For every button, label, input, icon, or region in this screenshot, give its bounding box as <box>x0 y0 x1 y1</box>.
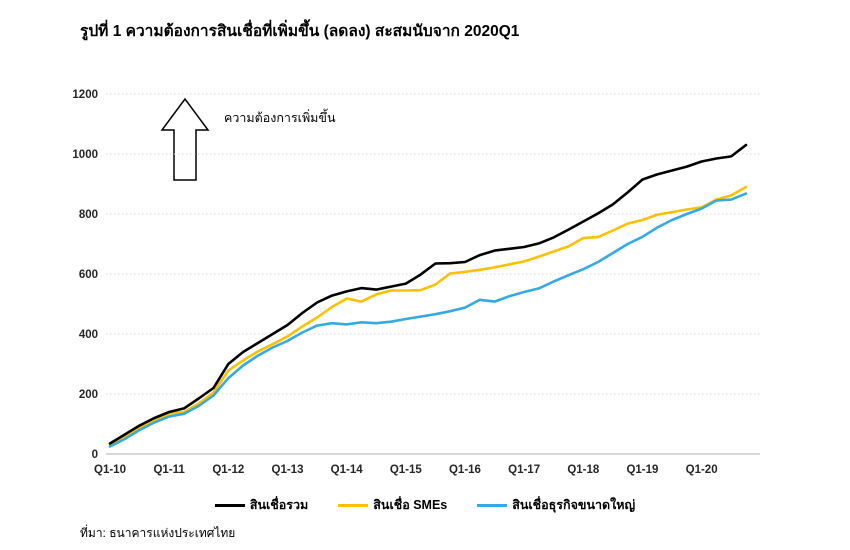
x-tick-label: Q1-17 <box>508 464 540 476</box>
y-tick-label: 1200 <box>72 89 98 101</box>
legend-line-swatch <box>338 503 369 507</box>
legend-item-0: สินเชื่อรวม <box>214 495 309 515</box>
legend-label: สินเชื่อรวม <box>249 498 309 512</box>
legend-item-2: สินเชื่อธุรกิจขนาดใหญ่ <box>477 495 635 515</box>
legend-line-swatch <box>477 503 508 507</box>
x-tick-label: Q1-20 <box>686 464 718 476</box>
x-tick-label: Q1-15 <box>390 464 423 476</box>
increase-annotation-text: ความต้องการเพิ่มขึ้น <box>224 111 336 125</box>
x-tick-label: Q1-16 <box>449 464 481 476</box>
x-tick-label: Q1-19 <box>626 464 658 476</box>
y-tick-label: 800 <box>79 209 98 221</box>
legend-item-1: สินเชื่อ SMEs <box>338 495 447 515</box>
source-note: ที่มา: ธนาคารแห่งประเทศไทย <box>80 526 236 540</box>
x-tick-label: Q1-13 <box>272 464 304 476</box>
x-tick-label: Q1-10 <box>94 464 126 476</box>
series-line-1 <box>108 185 748 447</box>
legend-label: สินเชื่อ SMEs <box>373 498 448 512</box>
y-tick-label: 1000 <box>72 149 98 161</box>
y-tick-label: 200 <box>79 389 98 401</box>
legend-line-swatch <box>214 503 245 507</box>
y-tick-label: 0 <box>92 449 98 461</box>
x-tick-label: Q1-18 <box>567 464 600 476</box>
y-tick-label: 600 <box>79 269 98 281</box>
series-line-2 <box>108 192 748 448</box>
chart-title: รูปที่ 1 ความต้องการสินเชื่อที่เพิ่มขึ้น… <box>80 23 520 40</box>
x-tick-label: Q1-12 <box>212 464 244 476</box>
legend-label: สินเชื่อธุรกิจขนาดใหญ่ <box>512 498 636 512</box>
increase-arrow-icon <box>160 97 210 181</box>
series-line-0 <box>108 143 748 445</box>
chart-legend: สินเชื่อรวม สินเชื่อ SMEs สินเชื่อธุรกิจขน… <box>0 495 850 515</box>
x-tick-label: Q1-11 <box>153 464 185 476</box>
y-tick-label: 400 <box>79 329 98 341</box>
x-tick-label: Q1-14 <box>331 464 364 476</box>
